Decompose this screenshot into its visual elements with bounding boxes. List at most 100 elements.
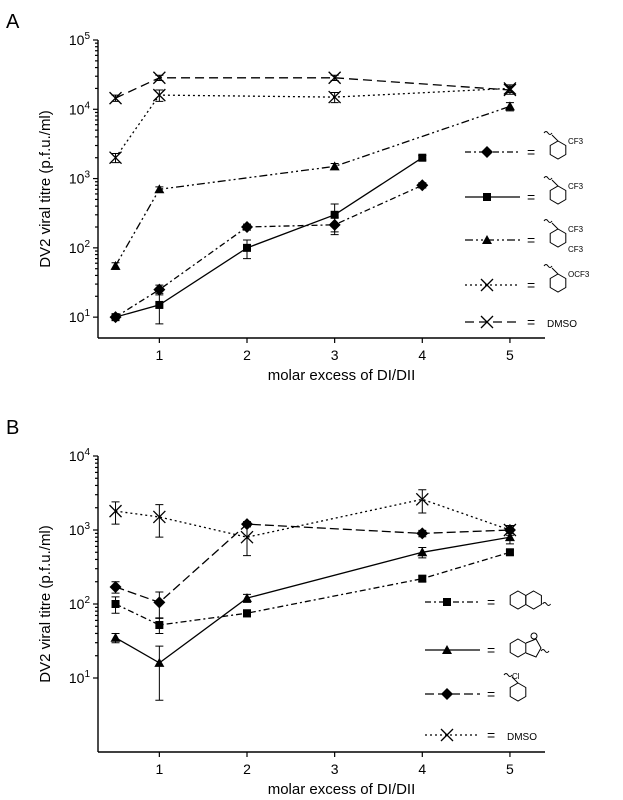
panel-b: B 101 102 103 104 1 2 3 4 5 molar excess of DI/DII… <box>6 417 552 798</box>
attachment-bond <box>543 264 553 268</box>
series-line <box>114 105 511 267</box>
y-tick-label: 101 <box>69 669 91 686</box>
legend-equals: = <box>527 189 535 205</box>
bond <box>551 134 559 142</box>
structure-label-cf3: CF3 <box>568 182 584 191</box>
ring <box>549 185 567 205</box>
legend-equals: = <box>487 642 495 658</box>
series-a4 <box>109 81 517 165</box>
x-tick-label: 4 <box>418 761 426 777</box>
x-axis-label: molar excess of DI/DII <box>268 781 416 798</box>
structure-label-cf3: CF3 <box>568 225 584 234</box>
data-point <box>415 492 429 506</box>
legend-label-dmso: DMSO <box>547 319 577 330</box>
structure-b1 <box>509 590 552 610</box>
data-point <box>109 580 122 593</box>
y-tick-label: 104 <box>69 100 91 117</box>
data-point <box>152 88 166 102</box>
error-bar <box>418 489 427 514</box>
x-axis-label: molar excess of DI/DII <box>268 367 416 384</box>
data-point <box>504 532 515 542</box>
legend-equals: = <box>487 686 495 702</box>
data-point <box>109 504 122 518</box>
data-point <box>154 184 165 194</box>
ring-2 <box>525 590 542 610</box>
series-a5 <box>109 71 517 105</box>
attachment-bond <box>503 673 513 677</box>
data-point <box>240 530 254 544</box>
attachment-bond <box>540 649 550 653</box>
ring <box>549 140 567 160</box>
x-tick-label: 5 <box>506 347 514 363</box>
structure-label-ocf3: OCF3 <box>568 270 590 279</box>
x-tick-label: 3 <box>331 761 339 777</box>
y-tick-label: 104 <box>69 447 91 464</box>
structure-a3: CF3 CF3 <box>543 219 584 254</box>
legend-equals: = <box>527 277 535 293</box>
legend-equals: = <box>487 727 495 743</box>
series-line <box>115 184 423 318</box>
data-point <box>416 527 429 540</box>
y-axis-label: DV2 viral titre (p.f.u./ml) <box>37 110 54 268</box>
y-axis-label: DV2 viral titre (p.f.u./ml) <box>37 525 54 683</box>
legend-entry-a3: = CF3 CF3 <box>465 219 584 254</box>
series-line <box>115 523 510 604</box>
legend-marker <box>442 645 452 654</box>
attachment-bond <box>543 176 553 180</box>
data-point <box>329 161 340 171</box>
data-point <box>243 609 251 618</box>
y-tick-label: 103 <box>69 521 91 538</box>
x-tick-label: 1 <box>155 761 163 777</box>
y-tick-label: 105 <box>69 31 91 48</box>
legend-equals: = <box>487 594 495 610</box>
data-point <box>328 71 342 85</box>
x-tick-label: 3 <box>331 347 339 363</box>
legend-entry-a5: = DMSO <box>465 314 577 330</box>
data-point <box>328 90 342 104</box>
data-point <box>504 101 515 111</box>
structure-label-cl: Cl <box>512 672 520 681</box>
data-point <box>503 83 517 97</box>
legend-equals: = <box>527 314 535 330</box>
ring-2 <box>525 638 542 658</box>
attachment-bond <box>542 602 552 606</box>
bond <box>511 676 519 684</box>
series-a3 <box>110 101 515 270</box>
ring <box>549 273 567 293</box>
data-point <box>330 210 339 219</box>
legend-marker <box>443 598 451 606</box>
series-line <box>115 551 511 626</box>
data-point <box>109 91 122 105</box>
legend-marker <box>440 728 454 742</box>
bond <box>551 179 559 187</box>
legend-marker <box>483 193 491 201</box>
structure-label-cf3: CF3 <box>568 137 584 146</box>
legend-marker <box>441 688 453 700</box>
ring <box>509 682 527 702</box>
legend-marker <box>482 235 492 244</box>
legend-label-dmso: DMSO <box>507 732 537 743</box>
panel-letter: B <box>6 417 19 439</box>
bond <box>551 222 559 230</box>
data-point <box>416 179 429 192</box>
error-bar <box>111 501 120 525</box>
series-b4 <box>109 489 517 557</box>
oxygen <box>530 632 538 640</box>
data-point <box>417 547 428 557</box>
series-line <box>114 87 510 159</box>
error-bar <box>155 504 164 538</box>
error-bar <box>155 645 164 701</box>
attachment-bond <box>543 131 553 135</box>
data-point <box>109 151 122 165</box>
data-point <box>152 510 166 524</box>
data-point <box>110 632 121 642</box>
data-point <box>153 283 166 296</box>
structure-b3: Cl <box>503 672 527 702</box>
series-b3 <box>109 518 516 619</box>
legend-equals: = <box>527 232 535 248</box>
panel-letter: A <box>6 11 20 33</box>
data-point <box>242 593 252 603</box>
legend-entry-b4: = DMSO <box>425 727 537 743</box>
attachment-bond <box>543 219 553 223</box>
